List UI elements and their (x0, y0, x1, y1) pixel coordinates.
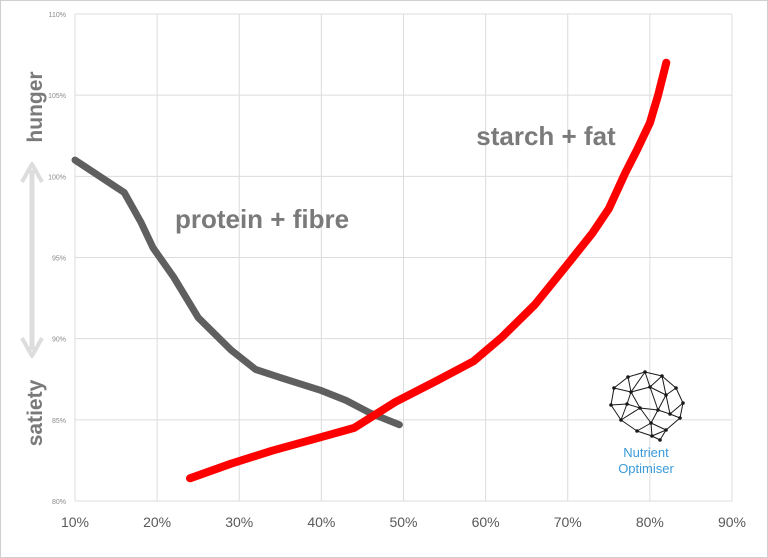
brain-edge (659, 429, 667, 441)
x-tick-label: 60% (472, 514, 500, 530)
brain-node (681, 401, 685, 405)
y-tick-label: 110% (49, 12, 66, 19)
brain-node (619, 418, 623, 422)
brain-edge (636, 422, 652, 432)
brain-edge (626, 403, 641, 409)
series-line-2 (186, 58, 671, 483)
brain-edge (661, 375, 667, 396)
hunger-label: hunger (24, 71, 47, 142)
brain-edge (613, 376, 629, 389)
brain-node (656, 408, 660, 412)
brain-edge (639, 407, 652, 424)
y-tick-label: 95% (52, 256, 66, 263)
brain-node (635, 429, 639, 433)
brain-node (664, 428, 668, 432)
brain-node (649, 421, 653, 425)
brain-node (648, 385, 652, 389)
brain-edge (649, 375, 663, 388)
brain-edge (639, 407, 659, 411)
brain-edge (651, 429, 667, 437)
brain-edge (626, 391, 632, 405)
brain-edge (610, 404, 622, 421)
brain-node (674, 386, 678, 390)
satiety-label: satiety (24, 379, 47, 446)
brain-node (678, 416, 682, 420)
brain-edge (610, 387, 615, 406)
x-tick-labels: 10% 20% 30% 40% 50% 60% 70% 80% 90% (61, 514, 746, 530)
series-label-1: protein + fibre (175, 204, 349, 234)
y-tick-label: 80% (52, 499, 66, 506)
x-tick-label: 90% (718, 514, 746, 530)
brain-edge (649, 386, 667, 396)
brain-node (638, 406, 642, 410)
brain-node (609, 403, 613, 407)
brain-edge (627, 371, 646, 378)
brain-node (660, 374, 664, 378)
series-label-2: starch + fat (476, 121, 616, 151)
brain-edge (636, 430, 653, 437)
brain-edge (665, 387, 677, 396)
brain-edge (644, 371, 651, 388)
x-tick-label: 70% (554, 514, 582, 530)
brain-edge (610, 403, 628, 406)
brain-edge (669, 402, 684, 415)
brain-node (668, 412, 672, 416)
arrow-down-icon (20, 337, 44, 358)
brain-edge (679, 402, 684, 419)
brain-edge (630, 391, 641, 409)
brand-name-line1: Nutrient (623, 445, 669, 460)
y-tick-labels: 80% 85% 90% 95% 100% 105% 110% (48, 12, 66, 506)
arrow-up-icon (20, 162, 44, 183)
brain-edge (661, 375, 677, 389)
x-tick-label: 80% (636, 514, 664, 530)
brain-node (626, 375, 630, 379)
brain-edge (620, 407, 641, 421)
y-axis-annotation: hunger satiety (20, 71, 47, 446)
y-tick-label: 90% (52, 337, 66, 344)
brain-edge (650, 422, 667, 431)
brain-node (629, 390, 633, 394)
brain-node (643, 370, 647, 374)
brain-edge (657, 394, 667, 411)
series-line-1 (71, 156, 403, 429)
brain-node (625, 402, 629, 406)
brain-edge (644, 371, 663, 377)
brain-edge (630, 386, 651, 393)
x-tick-label: 50% (389, 514, 417, 530)
brain-edge (613, 387, 632, 393)
x-tick-label: 10% (61, 514, 89, 530)
grid (74, 13, 733, 502)
x-tick-label: 20% (143, 514, 171, 530)
y-tick-label: 85% (52, 418, 66, 425)
brain-edge (620, 403, 628, 421)
brain-edge (627, 376, 632, 393)
brain-node (612, 386, 616, 390)
brain-edge (649, 386, 659, 411)
y-tick-label: 100% (48, 174, 66, 181)
brain-node (658, 438, 662, 442)
brain-edge (650, 409, 659, 424)
brain-edge (665, 394, 671, 415)
series-group: protein + fibre starch + fat (71, 58, 671, 483)
brain-edge (675, 387, 684, 404)
brain-network-icon (609, 370, 685, 442)
brand-name-line2: Optimiser (618, 461, 674, 476)
brain-edge (620, 419, 638, 432)
brain-node (650, 434, 654, 438)
brain-edge (657, 409, 671, 415)
brain-node (664, 393, 668, 397)
x-tick-label: 40% (307, 514, 335, 530)
x-tick-label: 30% (225, 514, 253, 530)
brain-edge (650, 422, 653, 437)
brain-edge (630, 371, 646, 393)
brain-edge (665, 417, 681, 431)
y-tick-label: 105% (48, 93, 66, 100)
